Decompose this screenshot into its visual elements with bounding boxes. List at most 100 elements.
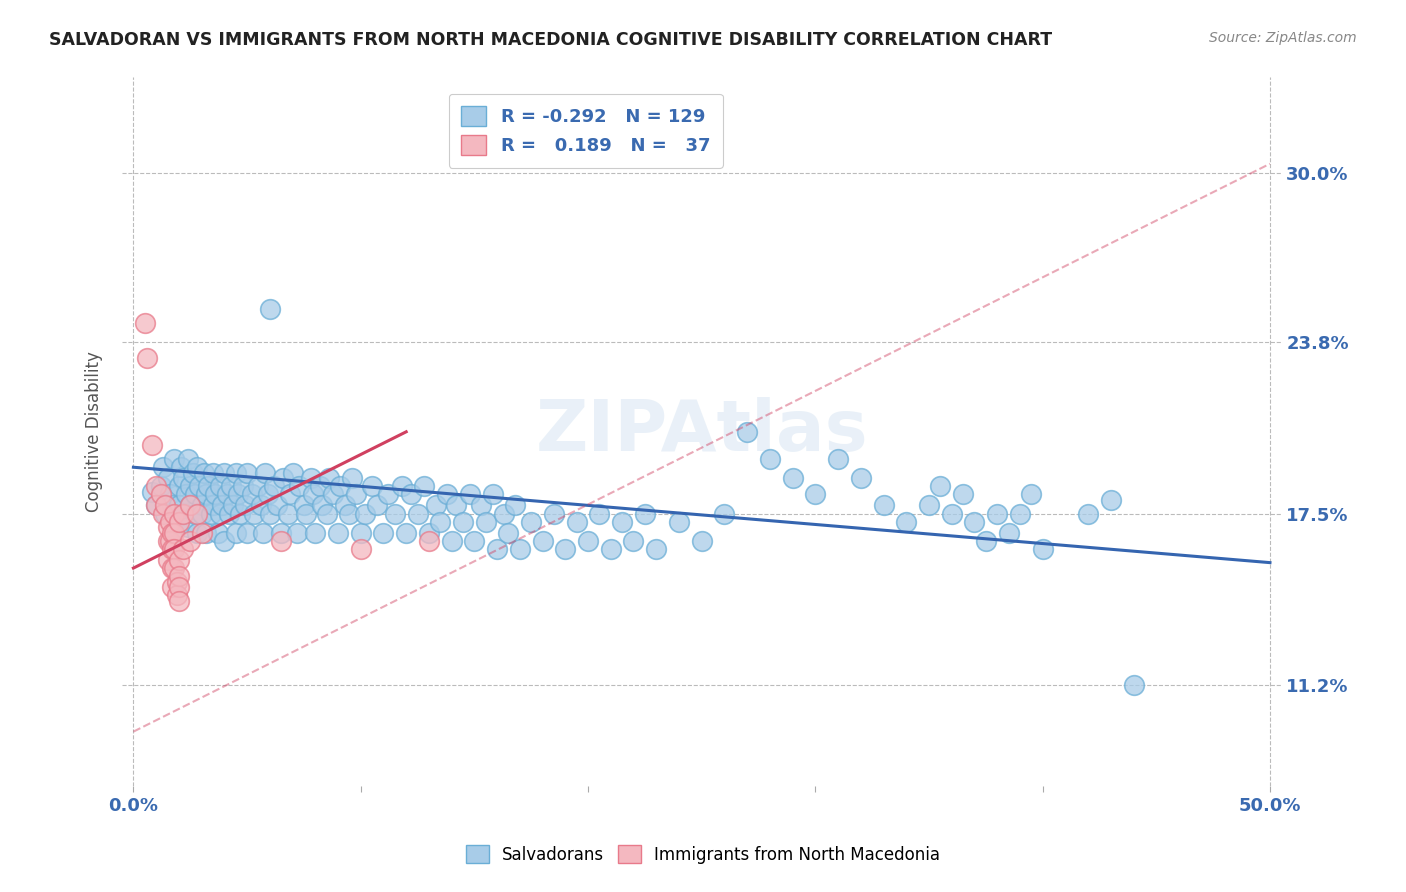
Point xyxy=(322,487,344,501)
Point xyxy=(184,507,207,521)
Point xyxy=(231,479,253,493)
Point xyxy=(167,594,190,608)
Point xyxy=(167,553,190,567)
Point xyxy=(498,525,520,540)
Point xyxy=(952,487,974,501)
Point xyxy=(172,507,194,521)
Point xyxy=(440,533,463,548)
Point xyxy=(152,460,174,475)
Point xyxy=(186,507,208,521)
Point xyxy=(201,499,224,513)
Point xyxy=(163,525,186,540)
Point xyxy=(190,499,212,513)
Point xyxy=(588,507,610,521)
Point xyxy=(963,515,986,529)
Point xyxy=(759,452,782,467)
Point xyxy=(166,588,188,602)
Point xyxy=(350,541,373,556)
Point xyxy=(444,499,467,513)
Point xyxy=(273,471,295,485)
Point xyxy=(145,499,167,513)
Point xyxy=(225,466,247,480)
Point xyxy=(285,525,308,540)
Point xyxy=(270,525,292,540)
Point xyxy=(155,499,177,513)
Point xyxy=(302,487,325,501)
Point xyxy=(458,487,481,501)
Point xyxy=(254,466,277,480)
Point xyxy=(170,460,193,475)
Text: Source: ZipAtlas.com: Source: ZipAtlas.com xyxy=(1209,31,1357,45)
Point xyxy=(395,525,418,540)
Point xyxy=(167,515,190,529)
Point xyxy=(200,507,222,521)
Point xyxy=(804,487,827,501)
Point xyxy=(486,541,509,556)
Point xyxy=(149,487,172,501)
Point xyxy=(197,479,219,493)
Point xyxy=(201,466,224,480)
Point xyxy=(186,525,208,540)
Point xyxy=(277,507,299,521)
Point xyxy=(399,487,422,501)
Point xyxy=(413,479,436,493)
Point xyxy=(159,515,181,529)
Point xyxy=(333,499,356,513)
Point xyxy=(160,580,183,594)
Point xyxy=(159,487,181,501)
Point xyxy=(1122,678,1144,692)
Point xyxy=(211,499,233,513)
Point xyxy=(576,533,599,548)
Point xyxy=(160,499,183,513)
Point xyxy=(429,515,451,529)
Point xyxy=(645,541,668,556)
Point xyxy=(167,499,190,513)
Point xyxy=(623,533,645,548)
Point xyxy=(418,533,440,548)
Point xyxy=(391,479,413,493)
Point xyxy=(278,487,301,501)
Point xyxy=(249,499,271,513)
Point xyxy=(226,487,249,501)
Point xyxy=(160,525,183,540)
Point xyxy=(208,479,231,493)
Point xyxy=(326,525,349,540)
Point xyxy=(236,525,259,540)
Legend: Salvadorans, Immigrants from North Macedonia: Salvadorans, Immigrants from North Maced… xyxy=(458,838,948,871)
Point xyxy=(266,499,288,513)
Point xyxy=(299,471,322,485)
Point xyxy=(208,507,231,521)
Point xyxy=(215,487,238,501)
Point xyxy=(974,533,997,548)
Point xyxy=(827,452,849,467)
Point xyxy=(849,471,872,485)
Point xyxy=(896,515,918,529)
Point xyxy=(160,541,183,556)
Point xyxy=(179,533,201,548)
Y-axis label: Cognitive Disability: Cognitive Disability xyxy=(86,351,103,512)
Point xyxy=(329,479,352,493)
Point xyxy=(166,574,188,589)
Point xyxy=(229,507,252,521)
Point xyxy=(668,515,690,529)
Point xyxy=(599,541,621,556)
Point xyxy=(288,479,311,493)
Point xyxy=(156,471,179,485)
Point xyxy=(350,525,373,540)
Point xyxy=(918,499,941,513)
Point xyxy=(156,520,179,534)
Point xyxy=(179,499,201,513)
Point xyxy=(565,515,588,529)
Point xyxy=(281,466,304,480)
Point xyxy=(141,484,163,499)
Point xyxy=(610,515,633,529)
Point xyxy=(366,499,388,513)
Point xyxy=(159,533,181,548)
Point xyxy=(177,520,200,534)
Point xyxy=(163,507,186,521)
Text: SALVADORAN VS IMMIGRANTS FROM NORTH MACEDONIA COGNITIVE DISABILITY CORRELATION C: SALVADORAN VS IMMIGRANTS FROM NORTH MACE… xyxy=(49,31,1052,49)
Point xyxy=(160,561,183,575)
Point xyxy=(1077,507,1099,521)
Point xyxy=(222,499,245,513)
Point xyxy=(219,479,242,493)
